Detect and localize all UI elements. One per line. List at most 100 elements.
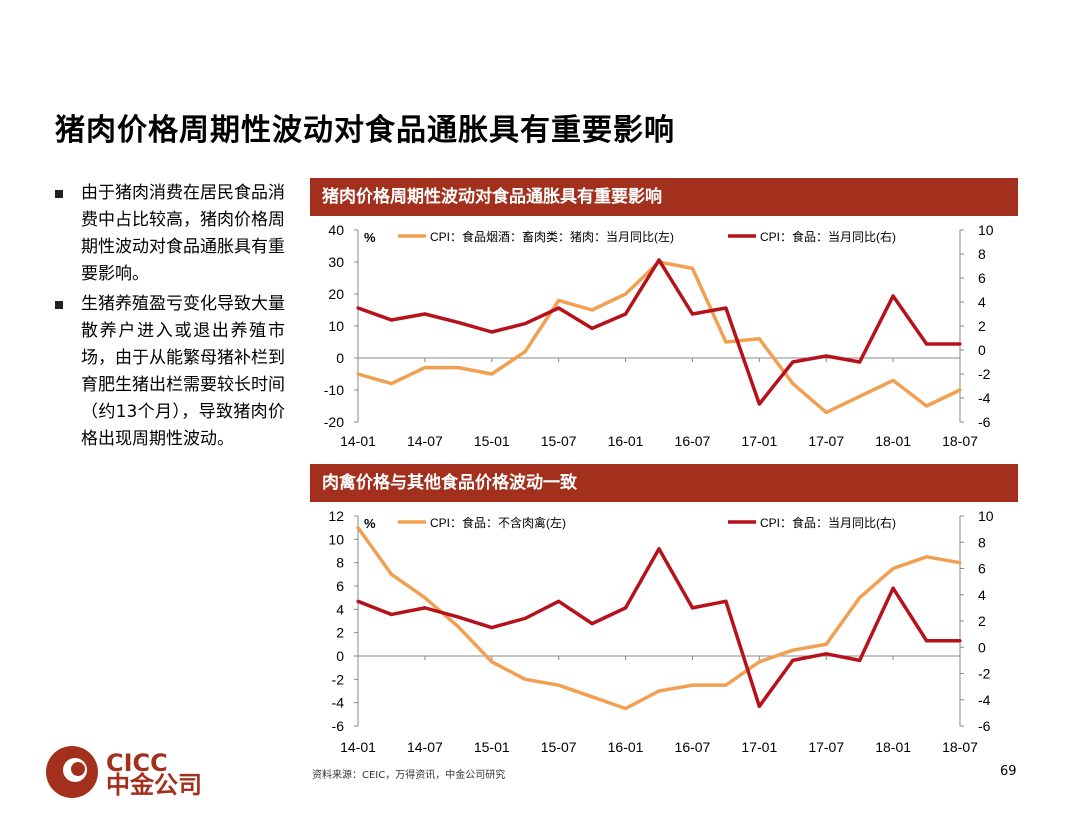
right-tick-label: -2 <box>978 666 991 682</box>
x-tick-label: 17-07 <box>808 433 844 449</box>
series-point-0 <box>389 572 394 576</box>
logo-text-bottom: 中金公司 <box>106 771 202 799</box>
series-point-1 <box>757 704 761 708</box>
series-point-1 <box>858 360 862 364</box>
series-point-1 <box>690 312 695 316</box>
left-tick-label: 10 <box>328 531 344 547</box>
x-tick-label: 18-01 <box>875 433 911 449</box>
bullet-text: 由于猪肉消费在居民食品消费中占比较高，猪肉价格周期性波动对食品通胀具有重要影响。 <box>81 183 285 284</box>
series-point-1 <box>891 294 895 298</box>
series-point-1 <box>423 312 427 316</box>
x-tick-label: 16-01 <box>608 739 644 755</box>
x-tick-label: 17-07 <box>808 739 844 755</box>
series-point-1 <box>657 258 661 262</box>
bullet-list: 由于猪肉消费在居民食品消费中占比较高，猪肉价格周期性波动对食品通胀具有重要影响。… <box>55 180 285 456</box>
bullet-item: 由于猪肉消费在居民食品消费中占比较高，猪肉价格周期性波动对食品通胀具有重要影响。 <box>55 180 285 288</box>
left-tick-label: -2 <box>332 671 345 687</box>
series-point-1 <box>724 599 728 603</box>
series-point-0 <box>423 366 427 370</box>
x-tick-label: 15-07 <box>541 739 577 755</box>
legend-label: CPI：食品烟酒：畜肉类：猪肉：当月同比(左) <box>430 229 674 244</box>
series-line-1 <box>357 547 960 709</box>
series-point-0 <box>356 372 360 376</box>
series-point-1 <box>590 622 594 626</box>
legend-label: CPI：食品：当月同比(右) <box>760 229 896 244</box>
right-tick-label: 0 <box>978 342 986 358</box>
series-line-1 <box>357 258 960 406</box>
series-point-1 <box>523 616 527 620</box>
series-point-0 <box>924 404 929 408</box>
right-tick-label: -2 <box>978 366 991 382</box>
series-point-0 <box>891 378 895 382</box>
series-point-1 <box>824 652 828 656</box>
series-point-1 <box>724 306 728 310</box>
series-point-1 <box>690 606 695 610</box>
series-point-0 <box>590 308 594 312</box>
series-point-0 <box>456 366 460 370</box>
left-tick-label: -20 <box>324 414 344 430</box>
series-point-1 <box>958 639 962 643</box>
series-point-0 <box>423 596 427 600</box>
x-tick-label: 14-07 <box>407 433 443 449</box>
series-point-0 <box>456 625 460 629</box>
series-point-1 <box>389 612 394 617</box>
series-point-1 <box>389 318 394 322</box>
chart1: 40 30 20 10 0 -10 -20 10 8 6 4 2 0 -2 -4 -6% 14-01 14-07 1… <box>310 218 1018 460</box>
source-note: 资料来源：CEIC，万得资讯，中金公司研究 <box>312 770 506 781</box>
series-point-1 <box>356 306 360 310</box>
left-tick-label: -10 <box>324 382 344 398</box>
unit-label: % <box>364 230 376 245</box>
series-line-0 <box>356 526 961 711</box>
x-tick-label: 18-07 <box>942 739 978 755</box>
right-tick-label: 2 <box>978 613 986 629</box>
series-point-1 <box>590 326 594 330</box>
x-tick-label: 14-01 <box>340 739 376 755</box>
x-tick-label: 15-01 <box>474 739 510 755</box>
series-point-1 <box>356 599 360 603</box>
left-tick-label: 0 <box>336 350 344 366</box>
series-point-0 <box>958 388 962 392</box>
left-tick-label: 12 <box>328 508 344 524</box>
left-tick-label: -6 <box>332 718 345 734</box>
series-point-0 <box>891 566 895 571</box>
series-point-0 <box>657 689 661 693</box>
series-point-1 <box>791 360 795 364</box>
series-point-1 <box>456 615 460 619</box>
chart1-header: 猪肉价格周期性波动对食品通胀具有重要影响 <box>310 178 1018 216</box>
series-point-1 <box>824 354 828 358</box>
chart2-header: 肉禽价格与其他食品价格波动一致 <box>310 464 1018 502</box>
legend-label: CPI：食品：不含肉禽(左) <box>430 515 566 530</box>
series-point-1 <box>958 342 962 346</box>
chart2: 12 10 8 6 4 2 0 -2 -4 -6 10 8 6 4 2 0 -2 -4 -6% 14-01 14-07 1… <box>310 504 1018 762</box>
right-tick-label: -4 <box>978 390 991 406</box>
series-point-1 <box>456 320 460 324</box>
right-tick-label: -4 <box>978 692 991 708</box>
series-point-1 <box>858 658 862 662</box>
x-tick-label: 16-01 <box>608 433 644 449</box>
series-point-0 <box>490 660 494 664</box>
series-point-1 <box>623 606 628 610</box>
series-point-0 <box>824 410 828 414</box>
x-tick-label: 15-01 <box>474 433 510 449</box>
unit-label: % <box>364 516 376 531</box>
series-point-0 <box>757 337 761 341</box>
right-tick-label: 10 <box>978 222 994 238</box>
right-tick-label: 10 <box>978 508 994 524</box>
series-point-0 <box>490 372 494 376</box>
right-tick-label: 6 <box>978 561 986 577</box>
series-point-1 <box>891 586 895 590</box>
series-point-0 <box>389 382 394 386</box>
series-point-0 <box>690 266 695 270</box>
x-tick-label: 17-01 <box>741 433 777 449</box>
left-tick-label: 4 <box>336 601 344 617</box>
left-tick-label: 0 <box>336 648 344 664</box>
series-point-0 <box>791 648 795 652</box>
series-point-0 <box>924 555 929 559</box>
x-tick-label: 18-07 <box>942 433 978 449</box>
x-tick-label: 16-07 <box>675 433 711 449</box>
series-point-0 <box>523 350 527 354</box>
x-tick-label: 18-01 <box>875 739 911 755</box>
series-point-1 <box>490 330 494 334</box>
series-point-0 <box>858 596 862 600</box>
